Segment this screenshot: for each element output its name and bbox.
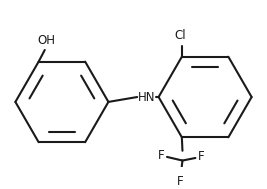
Text: HN: HN <box>138 91 155 104</box>
Text: F: F <box>158 149 165 162</box>
Text: Cl: Cl <box>175 29 186 42</box>
Text: OH: OH <box>37 34 55 47</box>
Text: F: F <box>198 150 204 163</box>
Text: F: F <box>177 175 183 188</box>
